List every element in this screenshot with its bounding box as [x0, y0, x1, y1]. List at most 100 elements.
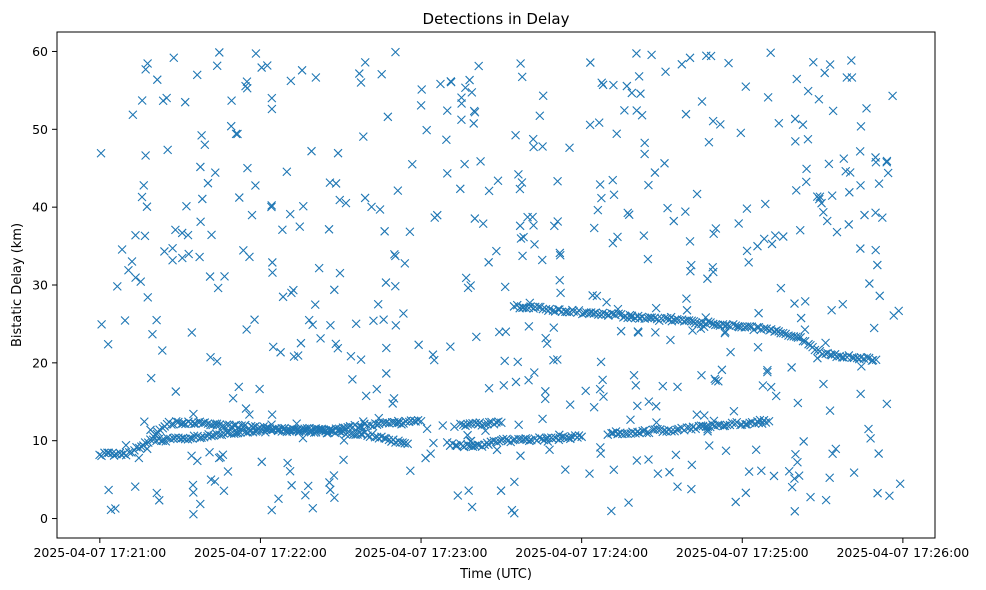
detection-marker: [651, 401, 661, 411]
detection-marker: [709, 229, 719, 239]
detection-marker: [817, 198, 826, 208]
detection-marker: [602, 297, 611, 307]
detection-marker: [537, 255, 547, 265]
detection-marker: [206, 352, 215, 362]
detection-marker: [349, 430, 358, 440]
detection-marker: [626, 313, 636, 323]
detection-marker: [157, 346, 167, 355]
detection-marker: [322, 428, 332, 438]
detection-marker: [634, 71, 644, 81]
detection-marker: [844, 220, 854, 229]
detection-marker: [697, 97, 707, 106]
detection-marker: [200, 140, 210, 150]
detection-marker: [524, 321, 534, 331]
detection-marker: [243, 163, 252, 173]
y-tick-label: 0: [40, 511, 48, 526]
detection-marker: [146, 373, 156, 383]
detection-marker: [868, 355, 878, 365]
detection-marker: [139, 180, 149, 190]
detection-marker: [871, 208, 880, 218]
detection-marker: [830, 349, 840, 359]
detection-marker: [736, 128, 746, 138]
detection-marker: [709, 416, 719, 426]
detection-marker: [555, 250, 565, 260]
detection-marker: [313, 424, 323, 434]
detection-marker: [720, 321, 730, 330]
detection-marker: [210, 168, 220, 177]
detection-marker: [481, 426, 490, 436]
detection-marker: [178, 418, 188, 428]
detection-marker: [661, 67, 670, 77]
detection-marker: [324, 224, 334, 234]
detection-marker: [212, 61, 222, 71]
detection-marker: [845, 168, 855, 177]
detection-marker: [519, 232, 528, 242]
detection-marker: [353, 423, 363, 432]
detection-marker: [354, 69, 364, 78]
detection-marker: [104, 448, 114, 458]
detection-marker: [333, 343, 343, 353]
detection-marker: [381, 278, 391, 287]
detection-marker: [549, 323, 559, 333]
y-tick-label: 60: [32, 44, 48, 59]
detection-marker: [373, 299, 383, 309]
detection-marker: [494, 327, 504, 337]
detection-marker: [389, 393, 399, 403]
detection-marker: [699, 322, 709, 332]
detection-marker: [131, 273, 140, 282]
detection-marker: [593, 310, 603, 319]
detection-marker: [715, 119, 725, 129]
detection-marker: [817, 349, 827, 359]
detection-marker: [704, 441, 714, 450]
detection-marker: [856, 122, 866, 131]
y-tick-label: 10: [32, 433, 48, 448]
detection-marker: [742, 204, 752, 214]
detection-marker: [187, 328, 197, 337]
detection-marker: [233, 428, 243, 438]
detection-marker: [366, 420, 375, 430]
detection-marker: [234, 382, 244, 392]
detection-marker: [741, 82, 751, 91]
detection-marker: [467, 87, 477, 97]
detection-marker: [162, 93, 172, 103]
detection-marker: [445, 342, 455, 351]
detection-marker: [503, 436, 513, 446]
detection-marker: [267, 104, 277, 114]
detection-marker: [760, 199, 770, 209]
detection-marker: [827, 305, 837, 315]
detection-marker: [245, 410, 254, 419]
detection-marker: [825, 473, 835, 483]
detection-marker: [744, 257, 754, 267]
detection-marker: [158, 436, 168, 446]
detection-marker: [595, 384, 605, 394]
detection-marker: [514, 169, 523, 179]
detection-marker: [787, 363, 797, 372]
detection-marker: [460, 159, 469, 169]
detection-marker: [491, 246, 501, 256]
detection-marker: [381, 343, 391, 353]
detection-marker: [375, 205, 385, 214]
detection-marker: [529, 368, 539, 377]
y-tick-label: 40: [32, 200, 48, 215]
detection-marker: [214, 453, 224, 463]
detection-marker: [143, 59, 153, 68]
detection-marker: [681, 109, 691, 119]
detection-marker: [257, 457, 267, 467]
detection-marker: [543, 437, 553, 446]
detection-marker: [471, 418, 481, 428]
detection-marker: [298, 201, 308, 211]
detection-marker: [516, 59, 525, 68]
detection-marker: [391, 47, 400, 57]
detection-marker: [484, 383, 494, 393]
detection-marker: [223, 427, 233, 437]
detection-marker: [267, 420, 276, 430]
detection-marker: [726, 347, 735, 357]
detection-marker: [803, 134, 813, 144]
detection-marker: [528, 134, 538, 144]
detection-marker: [728, 319, 738, 329]
detection-marker: [555, 275, 565, 285]
detection-marker: [694, 421, 704, 431]
detection-marker: [109, 451, 119, 460]
detection-marker: [623, 429, 632, 439]
